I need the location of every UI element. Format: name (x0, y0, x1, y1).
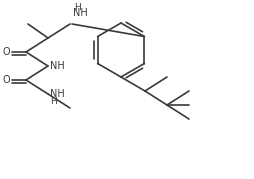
Text: NH: NH (50, 61, 65, 71)
Text: H: H (50, 96, 57, 105)
Text: NH: NH (73, 8, 88, 18)
Text: H: H (74, 3, 81, 12)
Text: O: O (2, 75, 10, 85)
Text: NH: NH (50, 89, 65, 99)
Text: O: O (2, 47, 10, 57)
